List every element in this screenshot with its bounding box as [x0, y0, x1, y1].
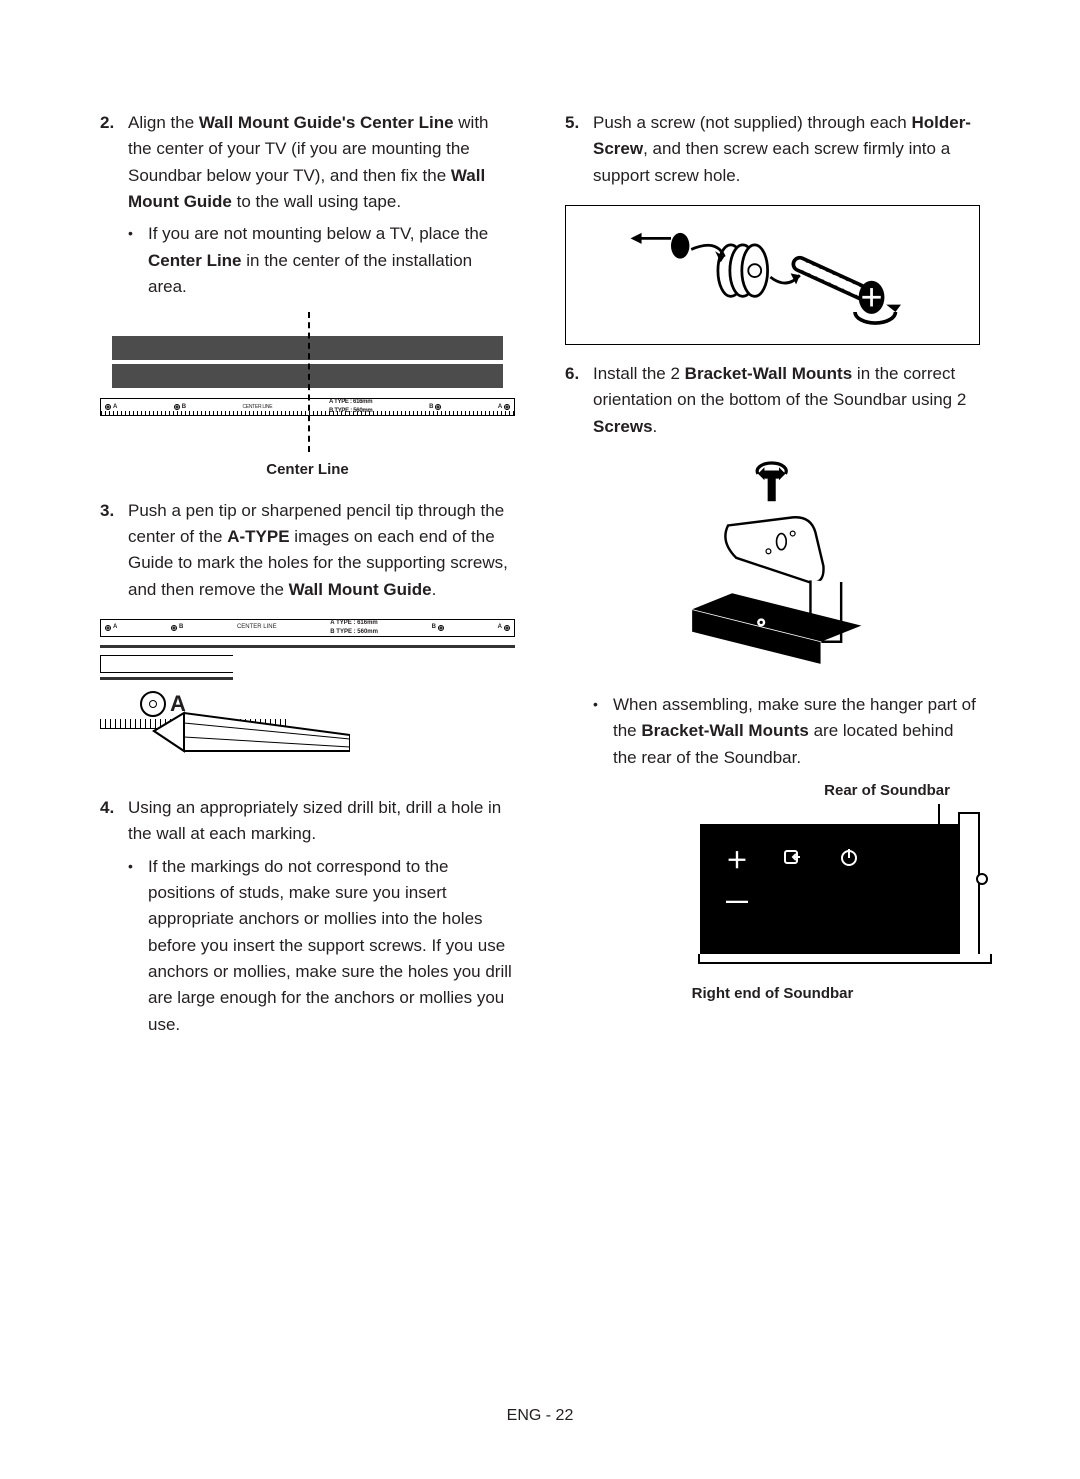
right-column: 5. Push a screw (not supplied) through e… [565, 110, 980, 1048]
figure-bracket-mount [565, 456, 980, 676]
step-2: 2. Align the Wall Mount Guide's Center L… [100, 110, 515, 300]
step-2-number: 2. [100, 110, 128, 300]
step-4-bullet: • If the markings do not correspond to t… [128, 854, 515, 1038]
page-footer: ENG - 22 [0, 1404, 1080, 1429]
rear-of-soundbar-label: Rear of Soundbar [565, 779, 950, 802]
left-column: 2. Align the Wall Mount Guide's Center L… [100, 110, 515, 1048]
step-3-body: Push a pen tip or sharpened pencil tip t… [128, 498, 515, 607]
step-2-bullet: • If you are not mounting below a TV, pl… [128, 221, 515, 300]
step-6-number: 6. [565, 361, 593, 444]
step-2-bullet-text: If you are not mounting below a TV, plac… [148, 221, 515, 300]
bullet-mark: • [128, 221, 148, 300]
diagram-holder-screw [565, 205, 980, 345]
minus-icon: — [726, 884, 748, 918]
two-column-layout: 2. Align the Wall Mount Guide's Center L… [100, 110, 980, 1048]
diagram-center-line: A B CENTER LINE A TYPE : 616mmB TYPE : 5… [100, 312, 515, 452]
plus-icon: ＋ [726, 844, 748, 878]
step-6-bullet: • When assembling, make sure the hanger … [593, 692, 980, 771]
step-6-bullet-text: When assembling, make sure the hanger pa… [613, 692, 980, 771]
figure-caption-center-line: Center Line [100, 458, 515, 481]
figure-pencil: A B CENTER LINE A TYPE : 616mmB TYPE : 5… [100, 619, 515, 779]
figure-holder-screw [565, 205, 980, 345]
screw-assembly-icon [607, 220, 937, 330]
soundbar-rear-panel: ＋ — [700, 824, 980, 954]
step-4-number: 4. [100, 795, 128, 1038]
step-6-text: Install the 2 Bracket-Wall Mounts in the… [593, 361, 980, 440]
diagram-pencil-mark: A B CENTER LINE A TYPE : 616mmB TYPE : 5… [100, 619, 515, 779]
hanger-bracket [958, 812, 980, 962]
step-6-body: Install the 2 Bracket-Wall Mounts in the… [593, 361, 980, 444]
figure-center-line: A B CENTER LINE A TYPE : 616mmB TYPE : 5… [100, 312, 515, 481]
step-4-body: Using an appropriately sized drill bit, … [128, 795, 515, 1038]
step-3-number: 3. [100, 498, 128, 607]
source-icon [782, 844, 804, 878]
step-6: 6. Install the 2 Bracket-Wall Mounts in … [565, 361, 980, 444]
step-4: 4. Using an appropriately sized drill bi… [100, 795, 515, 1038]
bracket-mount-icon [648, 456, 897, 666]
step-4-bullet-text: If the markings do not correspond to the… [148, 854, 515, 1038]
ruler-strip: A B CENTER LINE A TYPE : 616mmB TYPE : 5… [100, 398, 515, 416]
step-4-text: Using an appropriately sized drill bit, … [128, 795, 515, 848]
step-5-number: 5. [565, 110, 593, 193]
diagram-bracket-mount [565, 456, 980, 676]
step-2-text: Align the Wall Mount Guide's Center Line… [128, 110, 515, 215]
diagram-rear-soundbar: Rear of Soundbar ＋ — Right end of Soundb… [565, 779, 980, 1006]
power-icon [838, 844, 860, 878]
step-2-body: Align the Wall Mount Guide's Center Line… [128, 110, 515, 300]
step-3-text: Push a pen tip or sharpened pencil tip t… [128, 498, 515, 603]
step-3: 3. Push a pen tip or sharpened pencil ti… [100, 498, 515, 607]
ruler-strip-2: A B CENTER LINE A TYPE : 616mmB TYPE : 5… [100, 619, 515, 637]
bullet-mark: • [593, 692, 613, 771]
bullet-mark: • [128, 854, 148, 1038]
step-5: 5. Push a screw (not supplied) through e… [565, 110, 980, 193]
right-end-label: Right end of Soundbar [565, 982, 980, 1005]
step-5-body: Push a screw (not supplied) through each… [593, 110, 980, 193]
pencil-icon [150, 707, 350, 765]
step-5-text: Push a screw (not supplied) through each… [593, 110, 980, 189]
